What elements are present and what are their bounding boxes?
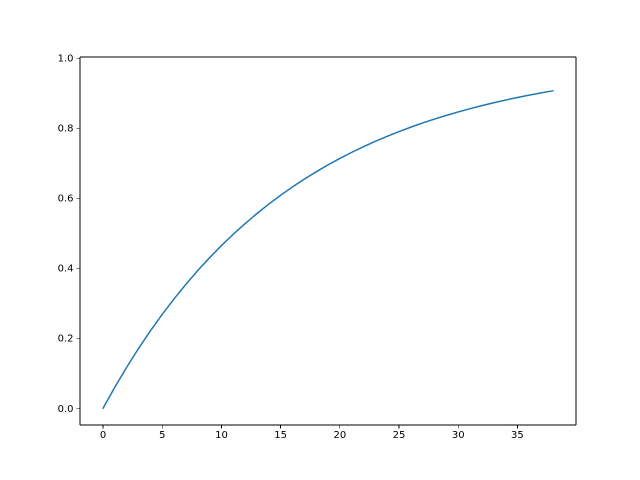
axes-background	[80, 57, 576, 425]
x-tick-label: 30	[452, 430, 465, 441]
x-tick-label: 10	[215, 430, 228, 441]
tick-marks-group	[76, 57, 518, 429]
x-tick-label: 20	[333, 430, 346, 441]
x-tick-label: 35	[511, 430, 524, 441]
x-tick-label: 25	[393, 430, 406, 441]
y-tick-label: 0.4	[58, 264, 74, 275]
x-tick-label: 15	[274, 430, 287, 441]
y-tick-label: 0.0	[58, 404, 74, 415]
data-lines-group	[102, 90, 554, 410]
y-tick-label: 1.0	[58, 54, 74, 65]
y-tick-label: 0.2	[58, 334, 74, 345]
y-tick-label: 0.6	[58, 194, 74, 205]
tick-labels-group: 0 5 10 15 20 25 30 35 0.0 0.2 0.4 0.6 0.8 1.0	[58, 54, 524, 441]
data-series-line	[102, 90, 554, 410]
x-tick-label: 5	[159, 430, 165, 441]
x-tick-label: 0	[100, 430, 106, 441]
axes-spines-group	[79, 56, 577, 426]
y-tick-label: 0.8	[58, 124, 74, 135]
